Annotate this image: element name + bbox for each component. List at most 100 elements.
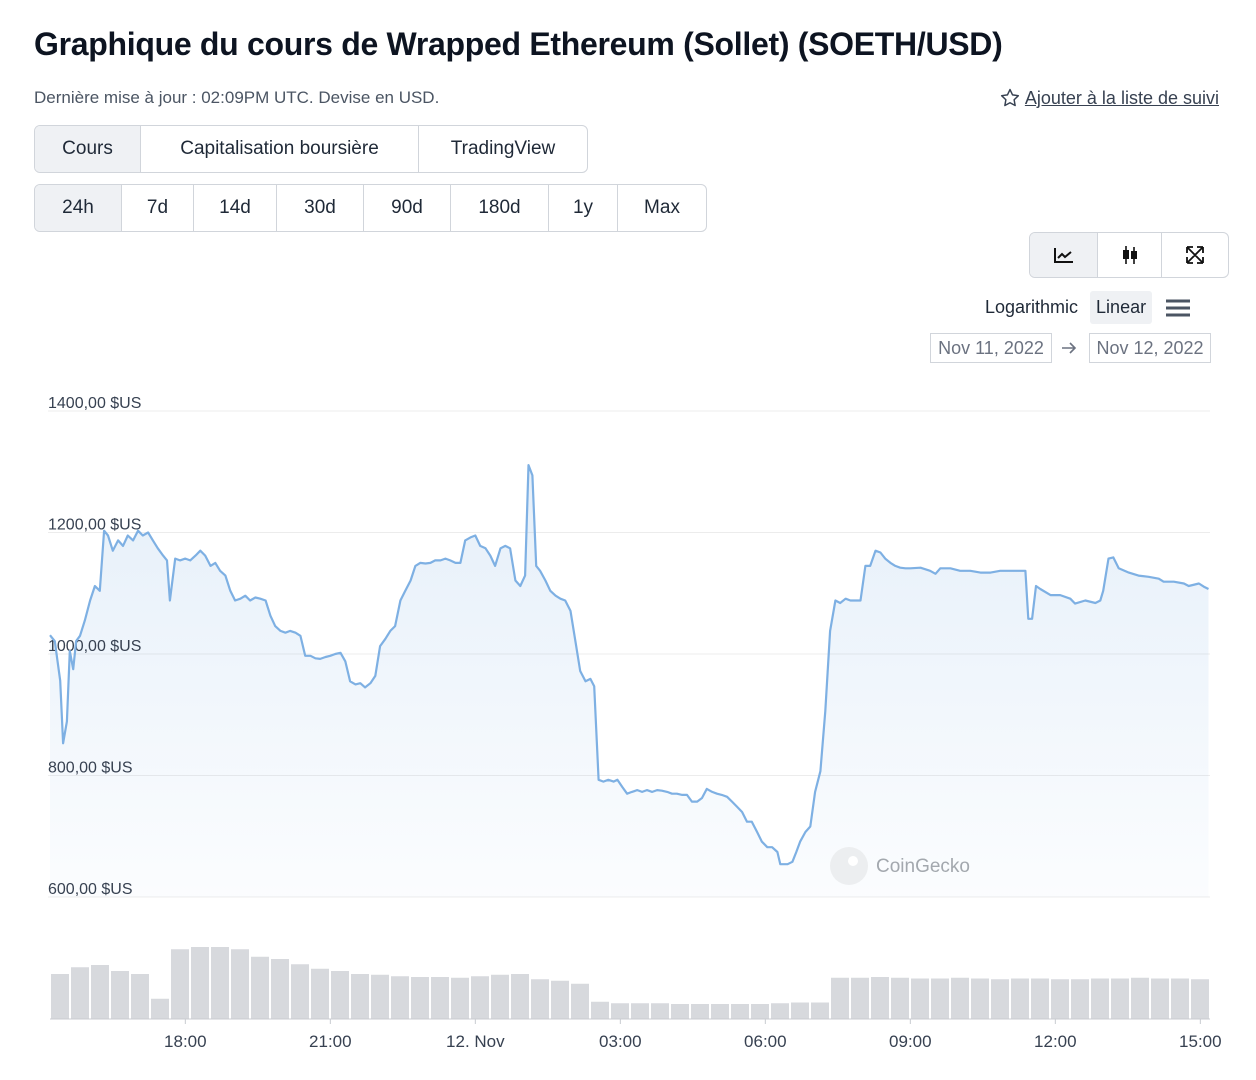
range-button[interactable]: 7d	[122, 185, 194, 231]
volume-bar	[131, 974, 149, 1019]
x-tick-label: 09:00	[889, 1032, 932, 1051]
fullscreen-button[interactable]	[1162, 233, 1228, 277]
volume-bar	[531, 979, 549, 1019]
page-title: Graphique du cours de Wrapped Ethereum (…	[34, 26, 1003, 62]
volume-bar	[891, 977, 909, 1019]
y-tick-label: 600,00 $US	[48, 881, 133, 898]
volume-bar	[91, 965, 109, 1019]
expand-icon	[1186, 246, 1204, 264]
x-tick-label: 12. Nov	[446, 1032, 505, 1051]
volume-bar	[1011, 978, 1029, 1019]
range-button[interactable]: 1y	[549, 185, 618, 231]
tab[interactable]: Cours	[35, 126, 141, 172]
range-button[interactable]: Max	[644, 197, 680, 218]
chart-style-group	[1029, 232, 1229, 278]
volume-bar	[911, 978, 929, 1019]
tab[interactable]: TradingView	[450, 138, 556, 159]
line-icon	[1053, 248, 1073, 263]
candlestick-button[interactable]	[1098, 233, 1162, 277]
volume-bar	[1051, 979, 1069, 1019]
volume-bar	[671, 1004, 689, 1019]
volume-bar	[511, 974, 529, 1019]
watermark-logo	[830, 847, 868, 885]
watermark: CoinGecko	[830, 847, 970, 885]
volume-bar	[431, 977, 449, 1019]
volume-bar	[771, 1003, 789, 1019]
volume-bar	[491, 974, 509, 1019]
price-line	[49, 464, 1209, 866]
volume-bar	[331, 971, 349, 1019]
volume-bar	[551, 980, 569, 1019]
range-button[interactable]: 14d	[194, 185, 277, 231]
range-button[interactable]: 24h	[35, 185, 122, 231]
volume-bar	[631, 1003, 649, 1019]
x-tick-label: 12:00	[1034, 1032, 1077, 1051]
volume-bar	[211, 947, 229, 1019]
y-tick-label: 1000,00 $US	[48, 638, 141, 655]
date-from[interactable]: Nov 11, 2022	[930, 333, 1052, 363]
volume-bar	[291, 964, 309, 1019]
volume-bar	[151, 998, 169, 1019]
volume-bar	[1071, 979, 1089, 1019]
volume-bar	[791, 1002, 809, 1019]
volume-bar	[811, 1002, 829, 1019]
range-button[interactable]: 180d	[451, 185, 549, 231]
scale-option[interactable]: Linear	[1090, 291, 1153, 324]
star-icon	[1000, 88, 1019, 107]
volume-bar	[1031, 978, 1049, 1019]
volume-bar	[471, 976, 489, 1019]
volume-bar	[1131, 977, 1149, 1019]
price-area	[50, 465, 1209, 897]
line-chart-button[interactable]	[1030, 233, 1098, 277]
volume-bar	[1091, 978, 1109, 1019]
volume-bar	[71, 967, 89, 1019]
volume-bar	[451, 977, 469, 1019]
volume-bar	[751, 1004, 769, 1019]
volume-bar	[591, 1001, 609, 1019]
volume-bar	[851, 977, 869, 1019]
volume-bar	[411, 977, 429, 1019]
watermark-text: CoinGecko	[876, 856, 970, 877]
tab-group: Cours Capitalisation boursière TradingVi…	[34, 125, 588, 173]
menu-icon[interactable]	[1164, 297, 1192, 319]
volume-bar	[711, 1004, 729, 1019]
date-arrow	[1062, 342, 1077, 354]
volume-bar	[931, 978, 949, 1019]
x-tick-label: 15:00	[1179, 1032, 1222, 1051]
volume-bar	[391, 976, 409, 1019]
volume-bar	[231, 949, 249, 1019]
volume-bar	[1111, 978, 1129, 1019]
range-button[interactable]: 90d	[364, 185, 451, 231]
volume-bar	[51, 974, 69, 1019]
volume-bar	[351, 974, 369, 1019]
volume-bar	[991, 979, 1009, 1019]
volume-bar	[251, 956, 269, 1019]
range-button[interactable]: 30d	[277, 185, 364, 231]
volume-bar	[831, 977, 849, 1019]
y-tick-label: 1400,00 $US	[48, 395, 141, 412]
x-tick-label: 18:00	[164, 1032, 207, 1051]
date-to[interactable]: Nov 12, 2022	[1089, 333, 1211, 363]
scale-switch: Logarithmic Linear	[979, 291, 1192, 324]
x-tick-label: 03:00	[599, 1032, 642, 1051]
volume-bar	[371, 974, 389, 1019]
volume-bar	[171, 949, 189, 1019]
watermark-logo-eye	[848, 856, 858, 866]
y-tick-label: 1200,00 $US	[48, 517, 141, 534]
volume-bar	[731, 1004, 749, 1019]
volume-bar	[691, 1004, 709, 1019]
range-group: 24h 7d 14d 30d 90d 180d 1y Max	[34, 184, 707, 232]
volume-bar	[1151, 978, 1169, 1019]
volume-bar	[111, 971, 129, 1019]
volume-bar	[1171, 978, 1189, 1019]
tab[interactable]: Capitalisation boursière	[141, 126, 419, 172]
volume-bar	[191, 947, 209, 1019]
volume-bar	[311, 968, 329, 1019]
volume-bar	[651, 1003, 669, 1019]
watchlist-text: Ajouter à la liste de suivi	[1024, 87, 1219, 108]
scale-option[interactable]: Logarithmic	[985, 297, 1079, 317]
watchlist-link[interactable]: Ajouter à la liste de suivi	[999, 87, 1219, 109]
candle-icon	[1122, 246, 1137, 264]
